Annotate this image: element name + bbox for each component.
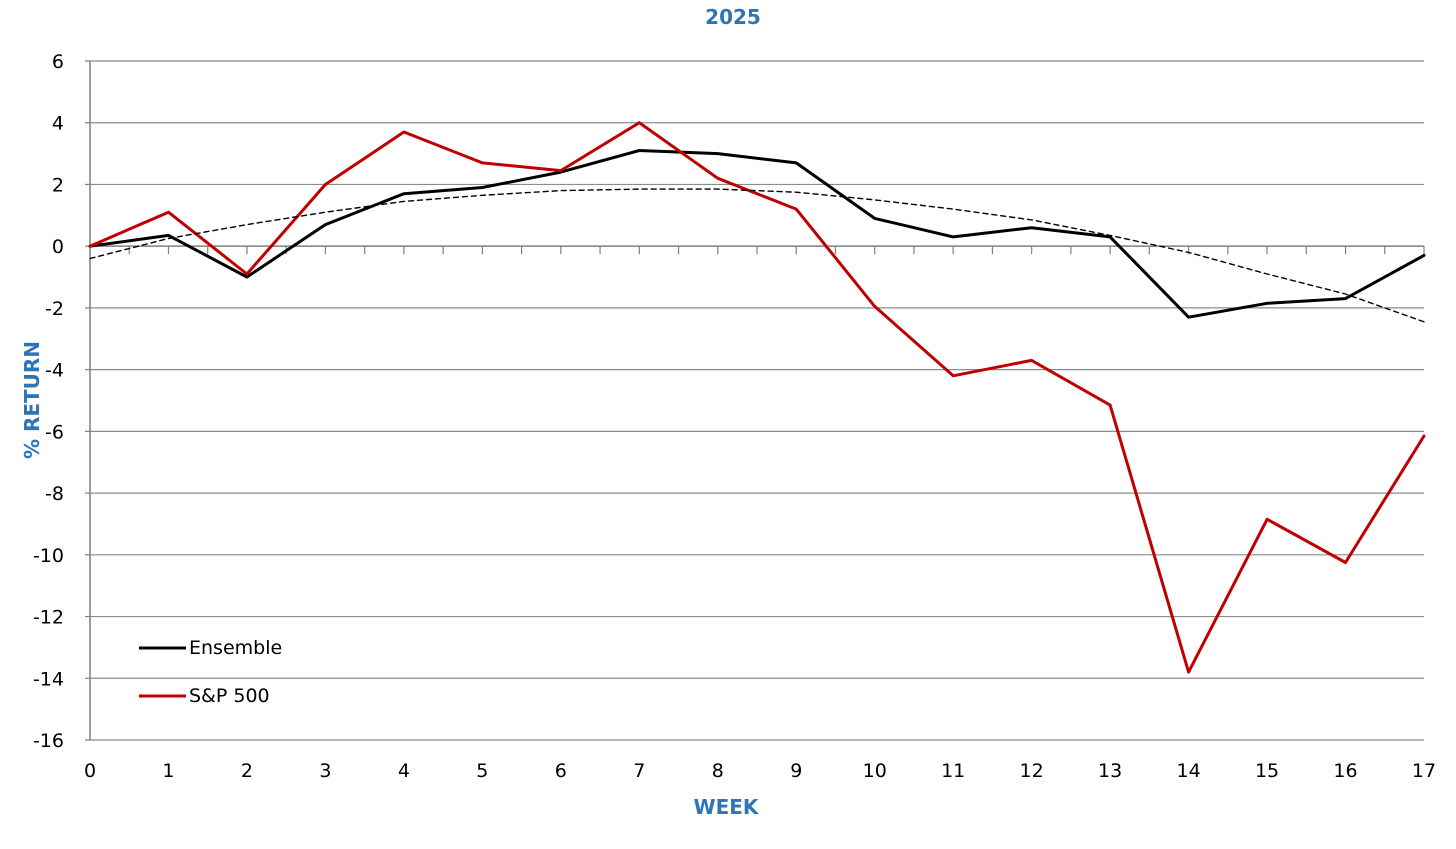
series-line-sp500 xyxy=(88,121,1426,674)
y-tick-label: 0 xyxy=(52,236,64,258)
x-tick-label: 0 xyxy=(84,760,96,782)
x-tick-label: 16 xyxy=(1333,760,1357,782)
x-tick-label: 8 xyxy=(712,760,724,782)
legend-label-sp500: S&P 500 xyxy=(189,685,270,707)
x-tick-label: 15 xyxy=(1255,760,1279,782)
y-tick-labels: 6 4 2 0 -2 -4 -6 -8 -10 -12 -14 -16 xyxy=(33,51,64,752)
y-tick-label: -10 xyxy=(33,545,64,567)
x-tick-label: 12 xyxy=(1020,760,1044,782)
y-tick-label: -4 xyxy=(45,360,64,382)
series-line-ensemble xyxy=(88,149,1426,319)
y-tick-label: 4 xyxy=(52,113,64,135)
legend-item-ensemble: Ensemble xyxy=(139,637,282,659)
x-tick-label: 3 xyxy=(319,760,331,782)
y-tick-label: -16 xyxy=(33,730,64,752)
x-tick-label: 6 xyxy=(555,760,567,782)
y-axis-title: % RETURN xyxy=(20,341,44,459)
y-tick-label: -14 xyxy=(33,668,64,690)
y-tick-label: -12 xyxy=(33,607,64,629)
x-tick-label: 11 xyxy=(941,760,965,782)
x-tick-label: 4 xyxy=(398,760,410,782)
y-tick-label: 6 xyxy=(52,51,64,73)
chart-title: 2025 xyxy=(705,5,761,29)
x-tick-label: 1 xyxy=(162,760,174,782)
x-tick-labels: 0 1 2 3 4 5 6 7 8 9 10 11 12 13 14 15 16 17 xyxy=(84,760,1436,782)
legend-label-ensemble: Ensemble xyxy=(189,637,282,659)
x-tick-label: 10 xyxy=(863,760,887,782)
x-axis-title: WEEK xyxy=(694,795,760,819)
series-lines xyxy=(88,121,1426,674)
x-tick-label: 14 xyxy=(1176,760,1200,782)
legend: Ensemble S&P 500 xyxy=(139,637,282,707)
trendline xyxy=(89,188,1425,323)
x-tick-label: 13 xyxy=(1098,760,1122,782)
y-tick-label: -2 xyxy=(45,298,64,320)
x-tick-label: 17 xyxy=(1412,760,1436,782)
y-tick-label: -8 xyxy=(45,483,64,505)
x-tick-label: 9 xyxy=(790,760,802,782)
x-tick-label: 7 xyxy=(633,760,645,782)
y-tick-label: -6 xyxy=(45,421,64,443)
legend-item-sp500: S&P 500 xyxy=(139,685,270,707)
y-tick-label: 2 xyxy=(52,174,64,196)
x-tick-label: 2 xyxy=(241,760,253,782)
gridlines xyxy=(90,60,1424,741)
axes xyxy=(85,60,1425,741)
x-tick-label: 5 xyxy=(476,760,488,782)
